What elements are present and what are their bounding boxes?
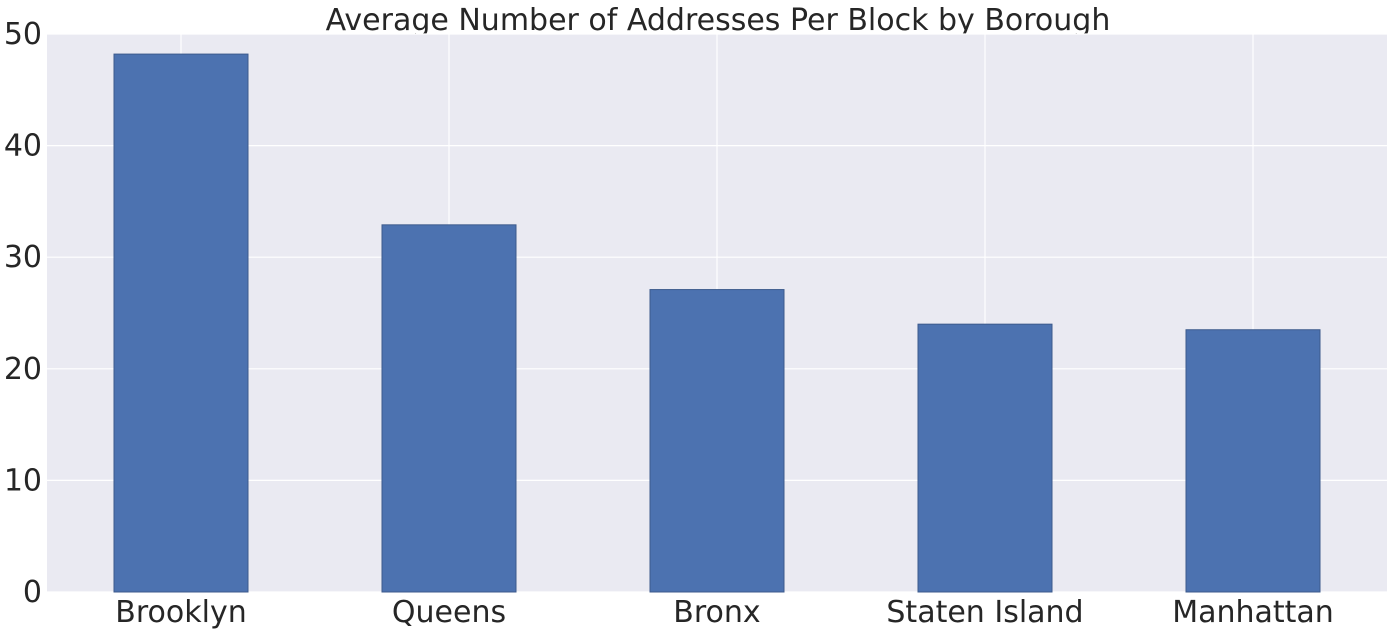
bar-manhattan — [1185, 329, 1321, 593]
y-tick-label: 50 — [4, 17, 42, 52]
x-tick-label: Brooklyn — [115, 595, 246, 630]
bar-queens — [381, 224, 517, 593]
bar-staten-island — [917, 323, 1053, 593]
y-tick-label: 20 — [4, 352, 42, 387]
chart-title: Average Number of Addresses Per Block by… — [326, 3, 1111, 38]
x-tick-label: Manhattan — [1172, 595, 1334, 630]
y-tick-label: 10 — [4, 463, 42, 498]
x-tick-label: Bronx — [673, 595, 760, 630]
x-axis-ticks: Brooklyn Queens Bronx Staten Island Manhatta… — [115, 595, 1334, 630]
y-tick-label: 0 — [23, 575, 42, 610]
x-tick-label: Queens — [392, 595, 506, 630]
bars — [113, 53, 1321, 593]
y-axis-ticks: 0 10 20 30 40 50 — [4, 17, 42, 610]
bar-brooklyn — [113, 53, 249, 593]
bar-bronx — [649, 289, 785, 593]
y-tick-label: 30 — [4, 240, 42, 275]
y-tick-label: 40 — [4, 129, 42, 164]
x-tick-label: Staten Island — [886, 595, 1083, 630]
gridlines — [47, 33, 1387, 593]
